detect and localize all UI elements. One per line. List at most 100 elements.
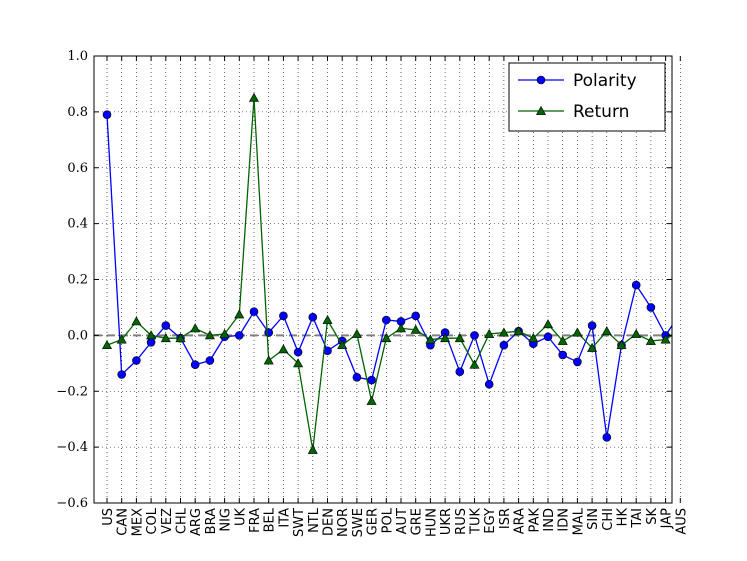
x-tick-label: SK xyxy=(645,508,660,525)
x-tick-label: BRA xyxy=(204,508,219,534)
data-point-return xyxy=(469,359,480,369)
data-point-polarity xyxy=(646,303,656,312)
y-tick-label: 1.0 xyxy=(67,49,88,64)
x-tick-label: US xyxy=(101,508,116,526)
data-point-polarity xyxy=(470,331,479,340)
data-point-polarity xyxy=(205,356,215,365)
x-tick-label: MAL xyxy=(571,507,586,535)
data-point-polarity xyxy=(102,110,112,119)
x-tick-label: MEX xyxy=(130,508,145,536)
data-point-return xyxy=(587,342,598,352)
x-tick-label: RUS xyxy=(454,508,469,535)
data-point-polarity xyxy=(676,309,684,317)
data-point-polarity xyxy=(132,356,141,365)
x-tick-label: HK xyxy=(616,508,631,527)
data-point-return xyxy=(557,335,568,345)
x-tick-label: HUN xyxy=(424,508,439,537)
data-point-polarity xyxy=(499,340,509,350)
data-point-return xyxy=(395,323,407,333)
data-point-return xyxy=(263,355,274,365)
data-point-return xyxy=(337,340,348,350)
data-point-polarity xyxy=(602,433,612,442)
x-tick-label: GRE xyxy=(410,508,425,535)
legend-label-polarity: Polarity xyxy=(573,71,637,91)
x-tick-label: NIG xyxy=(219,508,234,532)
data-point-return xyxy=(645,335,656,345)
data-point-polarity xyxy=(411,311,421,321)
data-point-polarity xyxy=(249,307,259,316)
data-point-return xyxy=(160,333,171,343)
x-tick-label: SWT xyxy=(292,508,307,537)
y-tick-labels: −0.6 −0.4 −0.2 0.0 0.2 0.4 0.6 0.8 1.0 xyxy=(56,49,88,511)
legend-marker-polarity xyxy=(536,75,546,85)
x-tick-label: NOR xyxy=(336,508,351,537)
x-tick-label: VEZ xyxy=(160,508,175,534)
data-point-return xyxy=(381,333,392,343)
y-tick-label: 0.6 xyxy=(67,161,88,176)
data-point-return xyxy=(366,395,377,405)
data-point-polarity xyxy=(161,321,171,330)
x-tick-label: EGY xyxy=(483,508,498,534)
data-point-return xyxy=(616,340,627,350)
data-point-return xyxy=(440,333,451,343)
x-tick-label: POL xyxy=(380,507,395,533)
data-point-return xyxy=(278,344,289,354)
data-point-return xyxy=(660,334,671,344)
data-point-return xyxy=(425,334,436,344)
data-point-polarity xyxy=(455,367,465,376)
data-point-polarity xyxy=(352,372,362,382)
y-tick-label: −0.4 xyxy=(56,440,88,455)
x-tick-label: COL xyxy=(145,507,160,534)
data-point-polarity xyxy=(279,311,288,321)
x-tick-label: DEN xyxy=(322,508,337,536)
series-line-return xyxy=(106,97,672,451)
data-point-return xyxy=(190,323,201,333)
data-point-polarity xyxy=(146,338,156,347)
legend-box xyxy=(508,62,666,132)
x-tick-label: UK xyxy=(233,508,248,527)
x-tick-label: AUS xyxy=(674,508,689,535)
y-tick-label: 0.4 xyxy=(67,217,88,232)
legend-entry-return: Return xyxy=(518,102,629,122)
data-point-polarity xyxy=(293,347,303,357)
x-tick-label: SIN xyxy=(586,508,601,530)
series-line-polarity xyxy=(106,114,672,438)
data-point-return xyxy=(116,334,127,344)
x-tick-label: UKR xyxy=(439,508,454,535)
data-point-return xyxy=(131,316,142,326)
data-point-return xyxy=(484,328,495,338)
x-tick-label: ISR xyxy=(498,508,513,529)
data-point-polarity xyxy=(573,357,582,367)
x-tick-label: CHI xyxy=(601,508,616,531)
legend-label-return: Return xyxy=(573,102,629,122)
legend-entry-polarity: Polarity xyxy=(518,71,637,91)
data-point-polarity xyxy=(117,370,126,379)
data-point-polarity xyxy=(631,280,641,290)
x-tick-label: AUT xyxy=(395,508,410,534)
x-tick-label: TAI xyxy=(630,508,645,529)
data-point-return xyxy=(219,328,230,338)
series-polarity xyxy=(102,110,684,442)
series-return xyxy=(101,92,672,454)
x-tick-label: JAP xyxy=(660,508,675,529)
data-point-polarity xyxy=(264,328,274,337)
y-tick-label: 0.0 xyxy=(67,328,88,343)
x-tick-label: ITA xyxy=(277,508,292,528)
data-point-return xyxy=(454,333,465,343)
x-tick-label: FRA xyxy=(248,508,263,533)
y-tick-label: 0.2 xyxy=(67,273,88,288)
data-point-return xyxy=(204,330,215,340)
data-point-return xyxy=(572,327,583,337)
data-point-polarity xyxy=(235,331,244,340)
data-point-polarity xyxy=(543,332,553,342)
data-point-return xyxy=(542,319,554,329)
data-point-return xyxy=(101,340,113,350)
legend-marker-return xyxy=(535,105,547,115)
x-tick-label: CHL xyxy=(175,507,190,534)
x-tick-label: ARA xyxy=(513,508,528,534)
x-tick-label: PAK xyxy=(527,508,542,533)
data-point-return xyxy=(234,309,245,319)
data-point-return xyxy=(513,326,524,336)
x-tick-label: SWE xyxy=(351,508,366,537)
